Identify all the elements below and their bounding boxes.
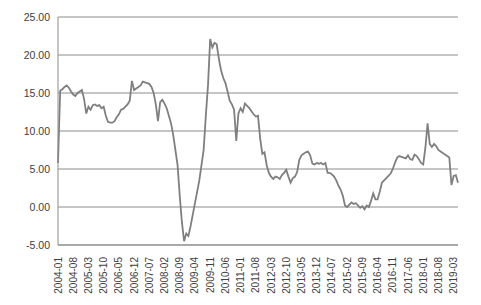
- svg-text:2010-06: 2010-06: [220, 257, 231, 294]
- svg-text:20.00: 20.00: [24, 49, 50, 61]
- svg-text:2008-02: 2008-02: [159, 257, 170, 294]
- svg-text:2013-05: 2013-05: [296, 257, 307, 294]
- svg-text:0.00: 0.00: [30, 201, 51, 213]
- svg-text:2004-08: 2004-08: [68, 257, 79, 294]
- svg-text:2009-11: 2009-11: [205, 257, 216, 293]
- svg-text:-5.00: -5.00: [26, 239, 50, 251]
- svg-text:2015-02: 2015-02: [342, 257, 353, 294]
- svg-text:2019-03: 2019-03: [448, 257, 459, 294]
- svg-text:2018-01: 2018-01: [418, 257, 429, 294]
- svg-text:2012-03: 2012-03: [266, 257, 277, 294]
- svg-text:2016-04: 2016-04: [372, 257, 383, 294]
- svg-text:2007-07: 2007-07: [144, 257, 155, 294]
- svg-text:2006-05: 2006-05: [113, 257, 124, 294]
- svg-text:2004-01: 2004-01: [53, 257, 64, 294]
- svg-text:2012-10: 2012-10: [281, 257, 292, 294]
- svg-text:2011-01: 2011-01: [235, 257, 246, 293]
- svg-text:2006-12: 2006-12: [129, 257, 140, 294]
- svg-text:2005-03: 2005-03: [83, 257, 94, 294]
- svg-text:2009-04: 2009-04: [189, 257, 200, 294]
- svg-text:2011-08: 2011-08: [250, 257, 261, 293]
- svg-text:2008-09: 2008-09: [174, 257, 185, 294]
- svg-text:2015-09: 2015-09: [357, 257, 368, 294]
- svg-text:10.00: 10.00: [24, 125, 50, 137]
- svg-text:2005-10: 2005-10: [98, 257, 109, 294]
- svg-text:2017-06: 2017-06: [403, 257, 414, 294]
- svg-text:2013-12: 2013-12: [311, 257, 322, 294]
- svg-text:25.00: 25.00: [24, 11, 50, 23]
- svg-text:2014-07: 2014-07: [326, 257, 337, 294]
- svg-text:2016-11: 2016-11: [387, 257, 398, 293]
- svg-text:5.00: 5.00: [30, 163, 51, 175]
- svg-text:15.00: 15.00: [24, 87, 50, 99]
- svg-text:2018-08: 2018-08: [433, 257, 444, 294]
